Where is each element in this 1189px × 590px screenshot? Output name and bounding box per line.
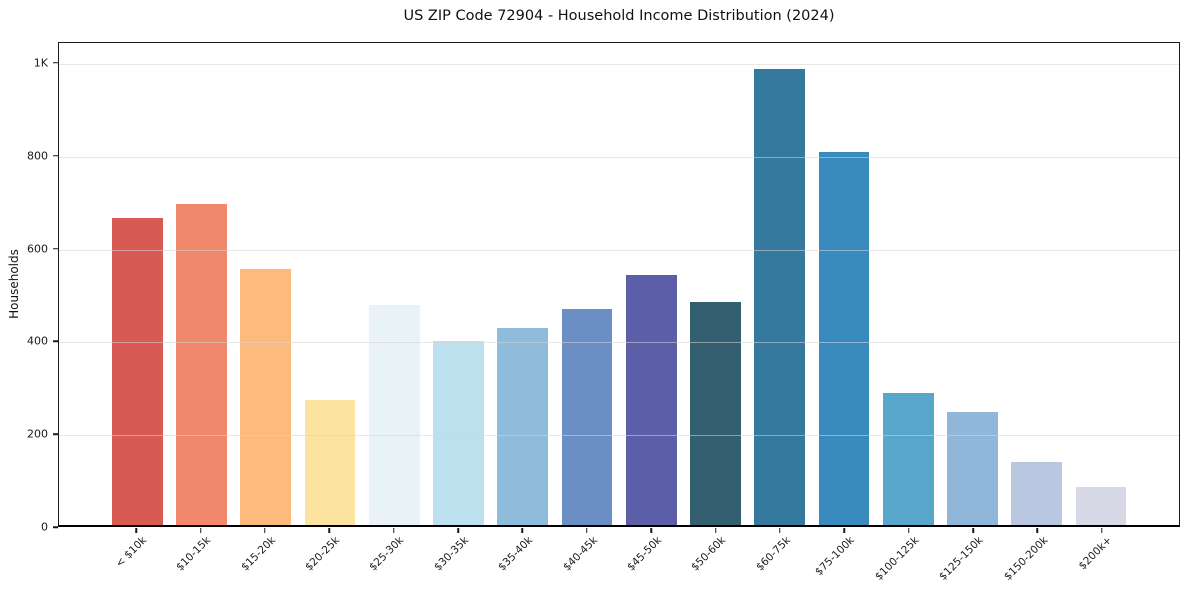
x-tick-label-$35-40k: $35-40k: [496, 534, 536, 574]
x-tick-mark: [843, 528, 846, 533]
x-tick-label-$20-25k: $20-25k: [303, 534, 343, 574]
bars-container: [105, 43, 1133, 525]
x-tick-mark: [264, 528, 266, 533]
x-tick-mark: [392, 528, 395, 533]
y-tick-label-1K: 1K: [33, 56, 48, 70]
x-tick-mark: [650, 528, 652, 533]
bar-slot-12: [876, 43, 940, 525]
x-tick-mark: [907, 528, 910, 533]
x-tick-mark: [135, 528, 137, 533]
bar-$25-30k: [368, 305, 420, 525]
bar-slot-14: [1005, 43, 1069, 525]
x-tick-label-$10-15k: $10-15k: [174, 534, 214, 574]
bar-$100-125k: [882, 392, 934, 525]
x-tick-label-$150-200k: $150-200k: [1001, 534, 1051, 583]
gridline-600: [59, 249, 1179, 251]
x-tick-mark: [972, 528, 974, 533]
x-tick-label-$30-35k: $30-35k: [431, 534, 471, 574]
y-tick-label-400: 400: [27, 334, 48, 348]
y-tick-label-0: 0: [41, 520, 48, 534]
y-tick-label-800: 800: [27, 149, 48, 163]
bar-slot-7: [555, 43, 619, 525]
gridline-800: [59, 156, 1179, 158]
bar-slot-6: [491, 43, 555, 525]
y-tick-mark: [53, 433, 58, 435]
bar-$45-50k: [625, 275, 677, 525]
x-tick-label-$75-100k: $75-100k: [813, 534, 858, 579]
bar-$30-35k: [433, 341, 484, 525]
bar-$60-75k: [754, 68, 805, 525]
bar-slot-3: [298, 43, 362, 525]
bar-$200k+: [1075, 487, 1127, 525]
x-tick-label-$60-75k: $60-75k: [753, 534, 793, 574]
gridline-400: [59, 342, 1179, 344]
gridline-1K: [59, 63, 1179, 65]
x-tick-label-$100-125k: $100-125k: [872, 534, 922, 583]
bar-slot-8: [619, 43, 683, 525]
x-tick-mark: [199, 528, 202, 533]
bar-$10-15k: [176, 204, 227, 525]
x-tick-label-< $10k: < $10k: [113, 534, 149, 570]
gridline-200: [59, 435, 1179, 437]
y-tick-label-200: 200: [27, 427, 48, 441]
bar-slot-0: [105, 43, 169, 525]
x-tick-mark: [1036, 528, 1039, 533]
bar-$150-200k: [1011, 462, 1062, 525]
x-tick-label-$125-150k: $125-150k: [937, 534, 986, 583]
bar-slot-13: [940, 43, 1004, 525]
bar-$15-20k: [240, 269, 291, 525]
bar-$35-40k: [497, 328, 548, 525]
bar-< $10k: [111, 218, 163, 525]
bar-slot-10: [748, 43, 812, 525]
x-tick-label-$15-20k: $15-20k: [238, 534, 278, 574]
chart-title: US ZIP Code 72904 - Household Income Dis…: [403, 8, 835, 24]
y-tick-mark: [53, 154, 58, 157]
x-tick-mark: [328, 528, 331, 533]
bar-$125-150k: [947, 411, 998, 525]
y-tick-mark: [53, 247, 58, 250]
bar-slot-2: [234, 43, 298, 525]
bar-slot-9: [683, 43, 747, 525]
x-tick-label-$200k+: $200k+: [1076, 534, 1115, 573]
bar-slot-15: [1069, 43, 1133, 525]
x-tick-mark: [779, 528, 781, 533]
bar-$40-45k: [561, 309, 613, 525]
bar-$20-25k: [304, 400, 356, 525]
x-tick-mark: [714, 528, 717, 533]
plot-area: [58, 42, 1180, 527]
bar-slot-1: [169, 43, 233, 525]
x-tick-mark: [457, 528, 459, 533]
x-tick-label-$50-60k: $50-60k: [689, 534, 729, 574]
bar-$50-60k: [690, 302, 741, 525]
x-tick-label-$25-30k: $25-30k: [367, 534, 407, 574]
x-tick-mark: [586, 528, 588, 533]
y-tick-label-600: 600: [27, 242, 48, 256]
bar-slot-5: [426, 43, 490, 525]
y-axis-label: Households: [7, 249, 21, 319]
x-tick-label-$45-50k: $45-50k: [624, 534, 664, 574]
x-tick-mark: [1101, 528, 1103, 533]
bar-slot-4: [362, 43, 426, 525]
y-tick-mark: [53, 526, 58, 528]
y-tick-mark: [53, 62, 58, 64]
y-tick-mark: [53, 340, 58, 343]
x-tick-label-$40-45k: $40-45k: [560, 534, 600, 574]
bar-$75-100k: [818, 152, 870, 525]
bar-slot-11: [812, 43, 876, 525]
x-tick-mark: [521, 528, 524, 533]
